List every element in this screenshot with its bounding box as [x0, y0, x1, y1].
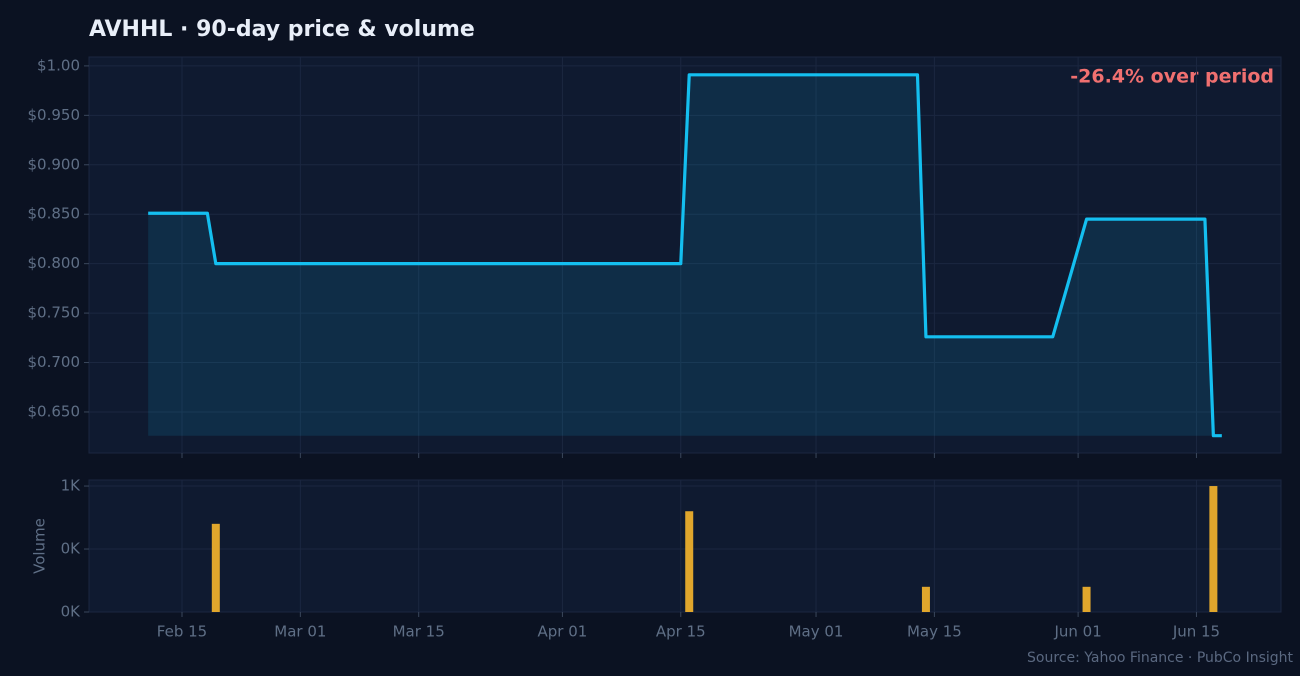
x-tick-label: Apr 01 — [538, 623, 588, 641]
price-panel — [88, 56, 1282, 454]
annotation: -26.4% over period — [1070, 66, 1274, 88]
chart-title: AVHHL · 90-day price & volume — [89, 17, 475, 42]
y-tick-label: 0K — [61, 540, 82, 558]
volume-bar — [921, 586, 930, 612]
volume-bar — [1082, 586, 1091, 612]
y-tick-label: $0.750 — [28, 304, 81, 322]
x-tick-label: Mar 01 — [274, 623, 326, 641]
volume-bar — [685, 511, 694, 612]
price-line — [148, 73, 1222, 438]
x-tick-label: Feb 15 — [157, 623, 207, 641]
volume-panel — [88, 479, 1282, 613]
x-tick-label: May 01 — [789, 623, 844, 641]
y-tick-label: $0.800 — [28, 254, 81, 272]
y-tick-label: 1K — [61, 477, 82, 495]
volume-bar — [1209, 486, 1218, 612]
volume-bar — [211, 523, 220, 612]
y-tick-label: $0.850 — [28, 205, 81, 223]
x-tick-label: Apr 15 — [656, 623, 706, 641]
y-tick-label: $0.700 — [28, 353, 81, 371]
y-axis-label: Volume — [31, 518, 49, 574]
x-tick-label: Jun 01 — [1053, 623, 1101, 641]
y-tick-label: $0.950 — [28, 106, 81, 124]
x-tick-label: May 15 — [907, 623, 962, 641]
area — [148, 74, 1222, 436]
source: Source: Yahoo Finance · PubCo Insight — [1027, 650, 1294, 666]
y-tick-label: $1.00 — [37, 56, 80, 74]
x-tick-label: Mar 15 — [393, 623, 445, 641]
x-tick-label: Jun 15 — [1172, 623, 1220, 641]
y-tick-label: $0.650 — [28, 402, 81, 420]
y-tick-label: 0K — [61, 603, 82, 621]
y-tick-label: $0.900 — [28, 155, 81, 173]
